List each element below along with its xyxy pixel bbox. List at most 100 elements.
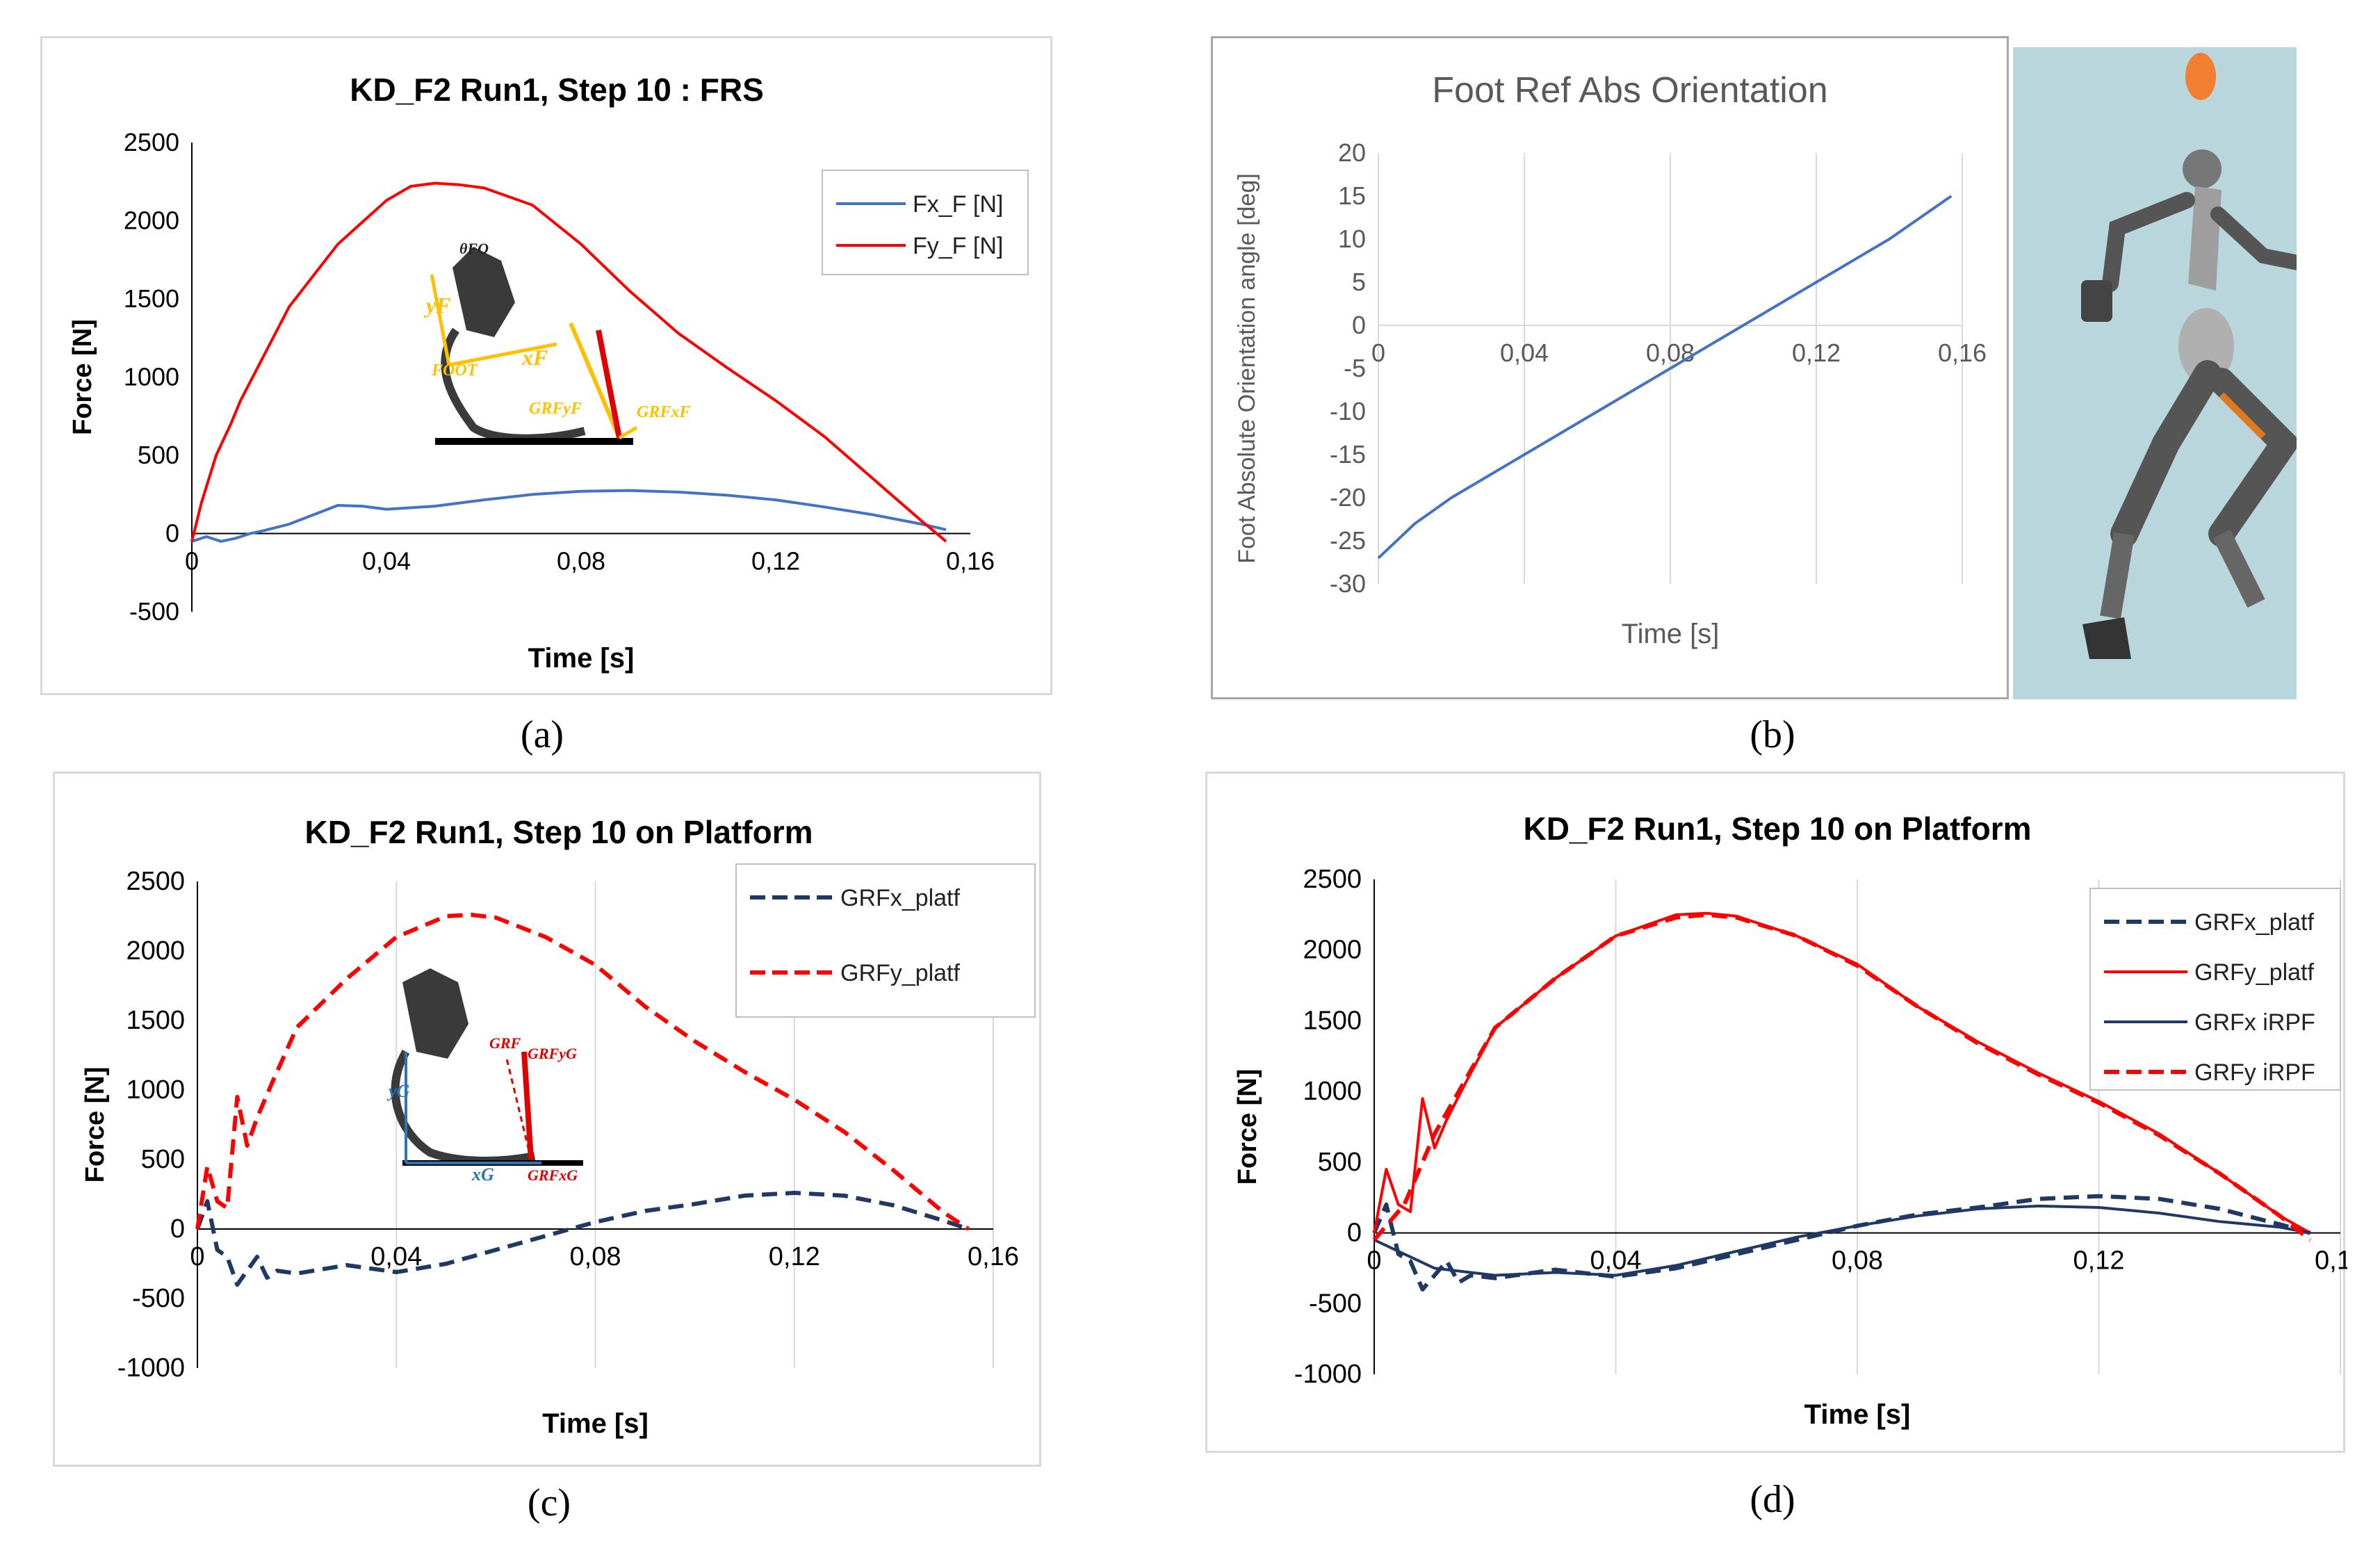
y-tick-label: 1500 bbox=[1303, 1006, 1362, 1035]
legend-label: Fy_F [N] bbox=[913, 233, 1003, 259]
legend-label: GRFy_platf bbox=[2194, 959, 2314, 986]
x-tick-label: 0 bbox=[185, 547, 199, 576]
y-tick-label: -1000 bbox=[1294, 1360, 1362, 1389]
x-tick-label: 0,12 bbox=[2073, 1246, 2125, 1276]
prosthesis-socket-icon bbox=[453, 247, 515, 337]
chart-panel-a: KD_F2 Run1, Step 10 : FRS -500 0 500 1000 150… bbox=[40, 36, 1052, 695]
caption-d: (d) bbox=[1750, 1478, 1795, 1521]
legend-label: GRFy_platf bbox=[840, 960, 960, 986]
chart-title: Foot Ref Abs Orientation bbox=[1432, 70, 1827, 111]
y-axis-label: Foot Absolute Orientation angle [deg] bbox=[1234, 173, 1260, 563]
series-line-1 bbox=[1377, 195, 1953, 560]
y-tick-label: -5 bbox=[1344, 354, 1366, 382]
y-tick-label: 1500 bbox=[126, 1006, 185, 1035]
x-axis-label: Time [s] bbox=[528, 643, 635, 674]
x-axis-label: Time [s] bbox=[1622, 619, 1720, 649]
inset-label: yG bbox=[386, 1081, 410, 1101]
grf-yg-arrow bbox=[521, 1051, 534, 1160]
grf-xf-arrow bbox=[618, 425, 638, 440]
inset-label: xG bbox=[471, 1164, 494, 1185]
inset-label: GRFyF bbox=[529, 400, 582, 418]
prosthesis-blade-icon bbox=[441, 327, 586, 443]
y-tick-label: 500 bbox=[138, 441, 179, 469]
chart-panel-b: Foot Ref Abs Orientation -30 -25 -20 -15 -10 -… bbox=[1211, 36, 2009, 699]
x-tick-label: 0,16 bbox=[968, 1242, 1019, 1271]
legend-label: GRFx iRPF bbox=[2194, 1009, 2315, 1036]
y-tick-label: -500 bbox=[129, 597, 179, 626]
x-tick-label: 0,08 bbox=[570, 1242, 621, 1271]
y-tick-label: 500 bbox=[1318, 1148, 1362, 1177]
y-axis-label: Force [N] bbox=[81, 1067, 110, 1183]
chart-title: KD_F2 Run1, Step 10 on Platform bbox=[1523, 811, 2031, 847]
series-line-3 bbox=[1374, 1204, 2310, 1277]
series-line-1 bbox=[195, 1191, 970, 1287]
chart-panel-c: KD_F2 Run1, Step 10 on Platform -1000 -500… bbox=[53, 772, 1041, 1467]
y-tick-label: 0 bbox=[1352, 311, 1366, 339]
chart-title: KD_F2 Run1, Step 10 on Platform bbox=[304, 814, 813, 850]
inset-label: xF bbox=[521, 345, 548, 370]
foot-inset-diagram: θFO yF xF FOOT GRFyF GRFxF bbox=[423, 240, 690, 445]
inset-label: GRF bbox=[489, 1034, 521, 1052]
chart-title: KD_F2 Run1, Step 10 : FRS bbox=[350, 72, 764, 108]
x-tick-label: 0,04 bbox=[370, 1242, 422, 1271]
grf-yf-arrow bbox=[569, 322, 621, 439]
head-marker-icon bbox=[2185, 53, 2216, 100]
y-tick-label: 2000 bbox=[126, 936, 185, 966]
caption-b: (b) bbox=[1750, 713, 1795, 756]
x-tick-label: 0,16 bbox=[2315, 1246, 2347, 1276]
series-line-1 bbox=[191, 489, 947, 543]
y-tick-label: -30 bbox=[1330, 569, 1366, 598]
x-tick-label: 0,12 bbox=[751, 547, 800, 576]
y-tick-label: 1500 bbox=[124, 284, 179, 313]
x-tick-label: 0,12 bbox=[769, 1242, 820, 1271]
chart-a-svg: KD_F2 Run1, Step 10 : FRS-50005001000150… bbox=[68, 72, 1029, 674]
inset-label: GRFxG bbox=[528, 1166, 578, 1184]
y-foot-axis bbox=[430, 274, 451, 366]
x-tick-label: 0,08 bbox=[557, 547, 605, 576]
y-axis-label: Force [N] bbox=[1233, 1069, 1262, 1185]
y-tick-label: 15 bbox=[1338, 181, 1366, 210]
y-tick-label: 2000 bbox=[1303, 936, 1362, 965]
inset-label: yF bbox=[423, 293, 451, 318]
x-tick-label: 0,16 bbox=[946, 547, 995, 576]
inset-label: GRFyG bbox=[528, 1045, 577, 1062]
y-tick-label: -20 bbox=[1330, 483, 1366, 512]
chart-panel-d: KD_F2 Run1, Step 10 on Platform -1000 -500… bbox=[1205, 772, 2347, 1453]
y-tick-label: 2500 bbox=[124, 128, 179, 156]
y-tick-label: -500 bbox=[1309, 1289, 1362, 1318]
y-tick-label: 2500 bbox=[126, 867, 185, 896]
chart-b-svg: Foot Ref Abs Orientation -30 -25 -20 -15 -10 -… bbox=[1234, 70, 1987, 649]
y-tick-label: 0 bbox=[165, 519, 179, 548]
x-axis-label: Time [s] bbox=[542, 1408, 649, 1439]
x-tick-label: 0,08 bbox=[1832, 1246, 1883, 1276]
prosthesis-socket-icon bbox=[402, 968, 468, 1059]
y-tick-label: 500 bbox=[141, 1145, 185, 1174]
x-tick-label: 0 bbox=[1371, 339, 1385, 367]
foot-inset-diagram: GRF GRFyG yG xG GRFxG bbox=[386, 968, 583, 1185]
y-axis-label: Force [N] bbox=[68, 319, 97, 435]
y-tick-label: -25 bbox=[1330, 526, 1366, 555]
y-tick-label: 2000 bbox=[124, 206, 179, 235]
x-tick-label: 0 bbox=[1367, 1246, 1381, 1276]
humanoid-figure bbox=[2013, 47, 2306, 699]
y-tick-label: -500 bbox=[132, 1284, 185, 1313]
series-line-4 bbox=[1372, 912, 2312, 1242]
series-line-2 bbox=[190, 181, 947, 543]
inset-label: GRFxF bbox=[637, 403, 690, 421]
series-line-2 bbox=[195, 913, 970, 1231]
grf-arrow bbox=[505, 1058, 532, 1160]
y-tick-label: 20 bbox=[1338, 138, 1366, 167]
chart-d-svg: KD_F2 Run1, Step 10 on Platform -1000 -500… bbox=[1233, 811, 2347, 1430]
x-tick-label: 0,04 bbox=[1500, 339, 1549, 367]
y-tick-label: 0 bbox=[1347, 1219, 1362, 1248]
y-tick-label: 5 bbox=[1352, 268, 1366, 296]
y-tick-label: 10 bbox=[1338, 225, 1366, 253]
x-foot-axis bbox=[448, 342, 557, 367]
legend-box bbox=[735, 863, 1036, 1018]
x-tick-label: 0,04 bbox=[362, 547, 411, 576]
y-tick-label: 1000 bbox=[1303, 1077, 1362, 1106]
series-line-1 bbox=[1372, 1194, 2311, 1292]
legend-label: GRFx_platf bbox=[840, 885, 960, 911]
x-tick-label: 0,08 bbox=[1646, 339, 1695, 367]
legend-label: GRFx_platf bbox=[2194, 909, 2314, 936]
